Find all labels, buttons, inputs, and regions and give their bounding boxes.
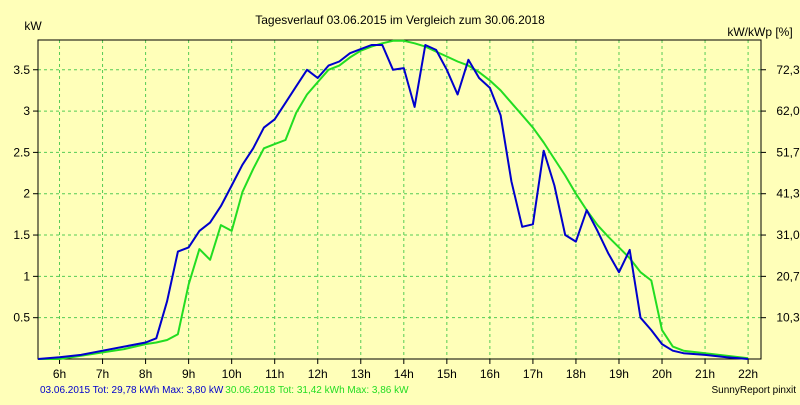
x-tick-label: 9h xyxy=(182,367,195,381)
y-right-tick-label: 41,3 xyxy=(776,187,800,201)
x-tick-label: 12h xyxy=(308,367,328,381)
x-tick-label: 13h xyxy=(351,367,371,381)
x-tick-label: 20h xyxy=(652,367,672,381)
series1-stats: 03.06.2015 Tot: 29,78 kWh Max: 3,80 kW xyxy=(40,385,224,396)
y-axis-ticks-left: 0.5 1 1.5 2 2.5 3 3.5 xyxy=(13,63,38,325)
chart-title: Tagesverlauf 03.06.2015 im Vergleich zum… xyxy=(255,13,545,27)
y-axis-label-left: kW xyxy=(24,19,42,33)
x-tick-label: 10h xyxy=(222,367,242,381)
x-axis-ticks: 6h 7h 8h 9h 10h 11h 12h 13h 14h 15h 16h 17h 18h 19h 20… xyxy=(53,359,758,381)
y-right-tick-label: 72,3 xyxy=(776,63,800,77)
series2-stats: 30.06.2018 Tot: 31,42 kWh Max: 3,86 kW xyxy=(225,385,409,396)
x-tick-label: 21h xyxy=(695,367,715,381)
y-axis-label-right: kW/kWp [%] xyxy=(727,25,792,39)
series-line-03.06.2015 xyxy=(37,44,749,360)
y-right-tick-label: 20,7 xyxy=(776,269,800,283)
x-tick-label: 17h xyxy=(523,367,543,381)
x-tick-label: 19h xyxy=(609,367,629,381)
x-tick-label: 6h xyxy=(53,367,66,381)
plot-frame xyxy=(37,39,762,360)
x-tick-label: 22h xyxy=(738,367,758,381)
y-axis-ticks-right: 10,3 20,7 31,0 41,3 51,7 62,0 72,3 xyxy=(761,63,800,325)
x-tick-label: 16h xyxy=(480,367,500,381)
y-right-tick-label: 51,7 xyxy=(776,145,800,159)
grid-lines xyxy=(38,40,761,359)
y-tick-label: 1.5 xyxy=(13,228,30,242)
series-lines xyxy=(37,39,749,360)
y-right-tick-label: 62,0 xyxy=(776,104,800,118)
x-tick-label: 18h xyxy=(566,367,586,381)
y-tick-label: 0.5 xyxy=(13,311,30,325)
x-tick-label: 11h xyxy=(265,367,284,381)
y-tick-label: 3.5 xyxy=(13,63,30,77)
y-right-tick-label: 10,3 xyxy=(776,311,800,325)
x-tick-label: 8h xyxy=(139,367,152,381)
series-line-30.06.2018 xyxy=(38,39,749,360)
y-tick-label: 3 xyxy=(23,104,30,118)
y-tick-label: 2 xyxy=(23,187,30,201)
y-tick-label: 2.5 xyxy=(13,145,30,159)
x-tick-label: 7h xyxy=(96,367,109,381)
credit-text: SunnyReport pinxit xyxy=(712,385,797,396)
y-right-tick-label: 31,0 xyxy=(776,228,800,242)
y-tick-label: 1 xyxy=(23,269,30,283)
x-tick-label: 14h xyxy=(394,367,414,381)
x-tick-label: 15h xyxy=(437,367,457,381)
